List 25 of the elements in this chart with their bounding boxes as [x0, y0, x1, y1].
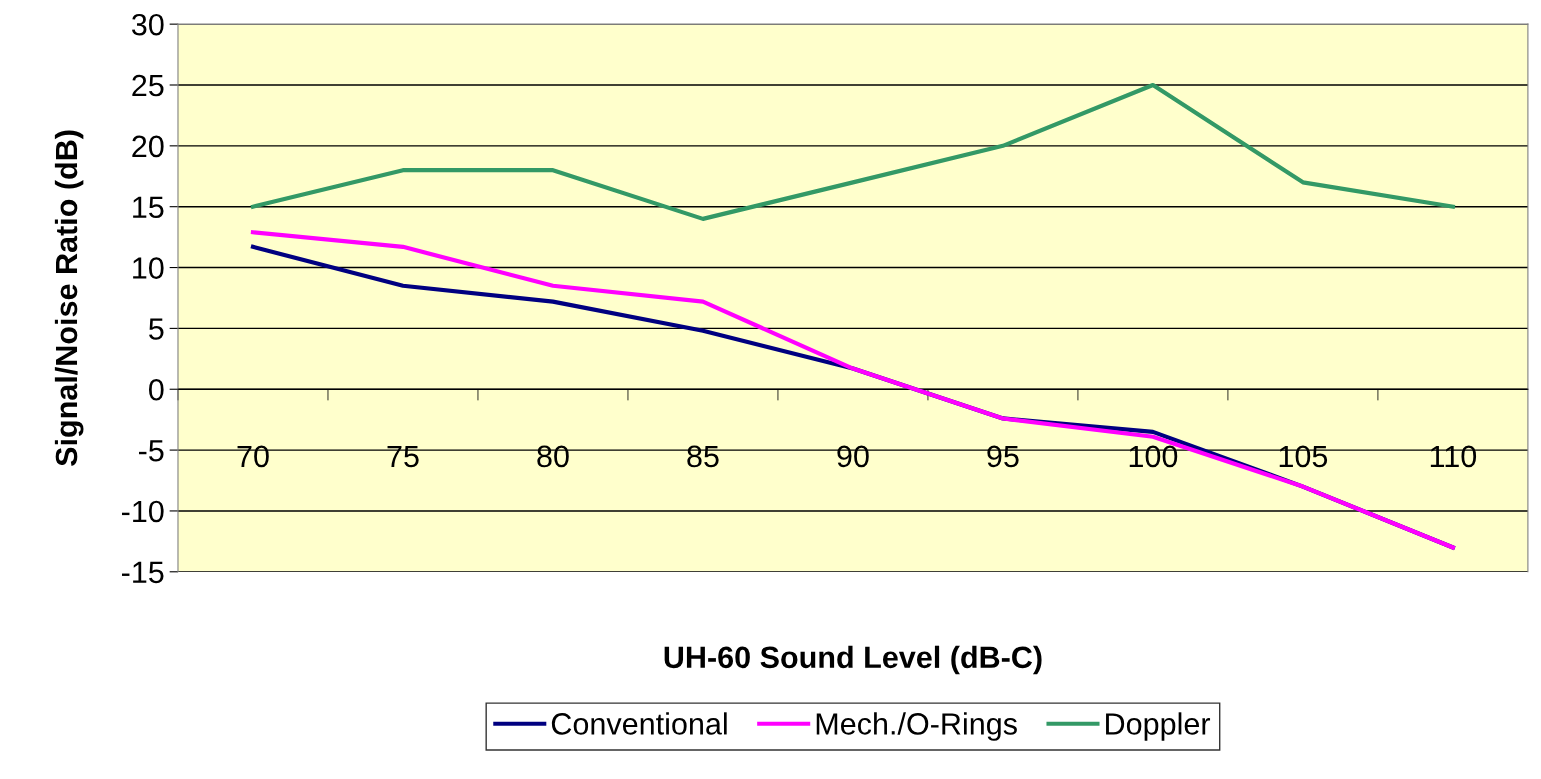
y-tick-label: 20 [132, 135, 164, 158]
y-tick-label: 15 [133, 196, 164, 219]
x-tick-label: 95 [987, 445, 1019, 468]
y-tick-label: -5 [138, 440, 164, 462]
y-tick-label: -10 [121, 500, 164, 523]
legend-label: Doppler [1106, 712, 1211, 741]
x-tick-label: 75 [387, 445, 419, 468]
y-tick-label: 0 [148, 378, 164, 401]
y-tick-label: -15 [121, 561, 164, 584]
legend-label: Conventional [551, 712, 727, 735]
y-axis-title: Signal/Noise Ratio (dB) [54, 130, 84, 466]
y-tick-label: 25 [132, 74, 164, 97]
x-tick-label: 105 [1279, 445, 1328, 468]
y-tick-label: 5 [149, 318, 164, 340]
x-tick-label: 70 [237, 445, 269, 468]
line-series [250, 82, 1455, 221]
x-tick-label: 80 [537, 445, 569, 468]
y-tick-label: 30 [131, 13, 164, 36]
x-tick-label: 85 [687, 445, 719, 468]
y-tick-label: 10 [133, 257, 164, 279]
x-axis-title: UH-60 Sound Level (dB-C) [664, 645, 1042, 675]
x-tick-label: 110 [1430, 445, 1477, 468]
legend-label: Mech./O-Rings [816, 712, 1017, 741]
x-tick-label: 90 [837, 445, 869, 468]
x-tick-label: 100 [1129, 445, 1178, 468]
